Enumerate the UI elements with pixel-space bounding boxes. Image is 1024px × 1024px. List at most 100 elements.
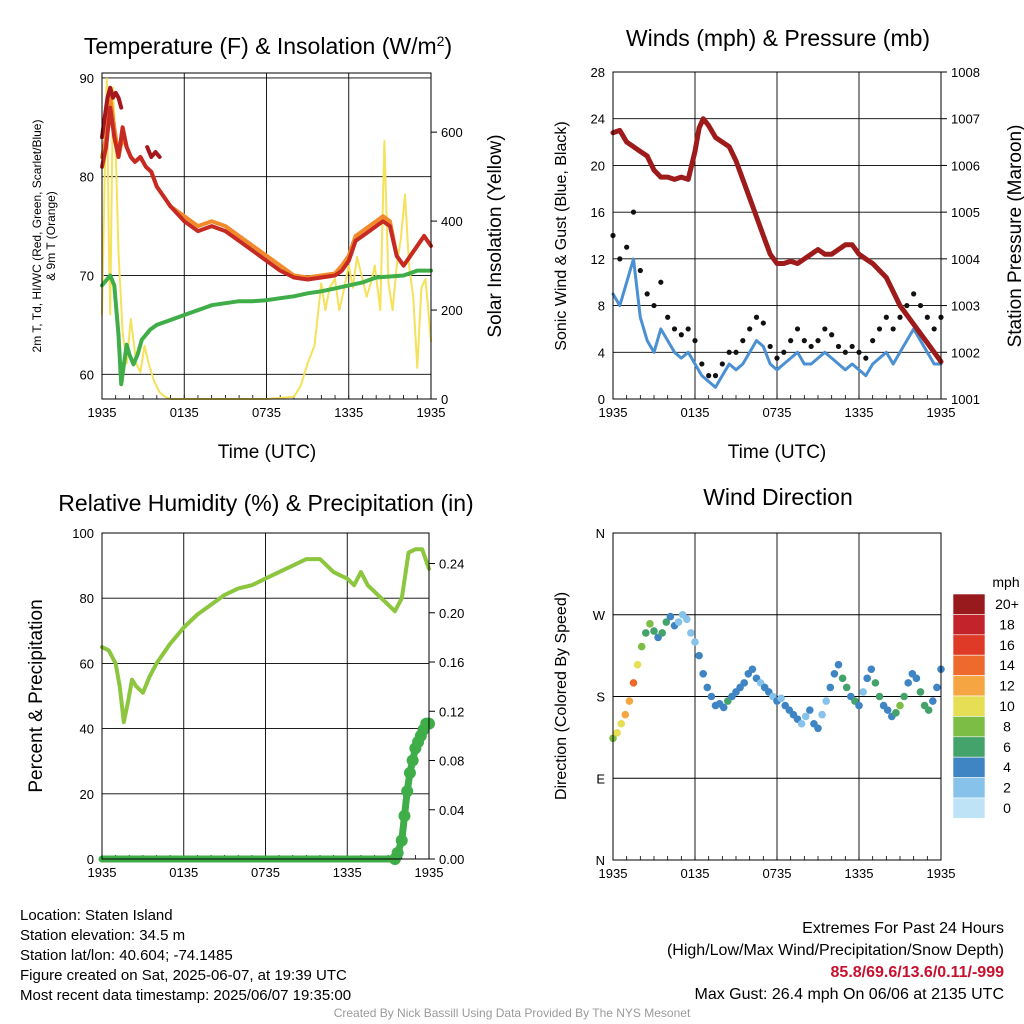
wind-direction-point	[797, 719, 806, 728]
relative-humidity-line	[100, 547, 431, 725]
gust-point	[692, 338, 698, 344]
temp-x-tick-label: 0735	[252, 405, 281, 420]
temperature-panel: Temperature (F) & Insolation (W/m2) 1935…	[30, 33, 506, 463]
wind-direction-point	[642, 629, 650, 637]
precipitation-point	[398, 809, 411, 822]
wind-x-tick-label: 0135	[681, 405, 710, 420]
colorbar-swatch	[952, 756, 986, 778]
gust-point	[801, 338, 807, 344]
wind-direction-point	[814, 724, 822, 733]
rh-title: Relative Humidity (%) & Precipitation (i…	[58, 490, 473, 516]
wind-direction-point	[629, 679, 638, 687]
wind-direction-point	[801, 712, 810, 721]
colorbar-label: 8	[1003, 718, 1011, 734]
rh-x-tick-label: 1935	[88, 865, 117, 880]
rh-y2-tick-label: 0.12	[439, 704, 464, 719]
wind-direction-point	[740, 679, 748, 687]
wind-plot-frame	[612, 71, 942, 400]
wind-direction-point	[826, 683, 835, 692]
dir-y-tick-label: N	[596, 853, 605, 868]
colorbar-label: 20+	[995, 596, 1019, 612]
wind-direction-point	[707, 692, 716, 701]
wind-direction-point	[613, 729, 621, 737]
dir-x-tick-label: 1935	[927, 866, 956, 881]
wind-y-tick-label: 20	[591, 158, 605, 173]
wind-direction-point	[838, 674, 847, 683]
colorbar-swatch	[952, 797, 986, 819]
station-elevation: Station elevation: 34.5 m	[20, 927, 186, 944]
wind-direction-point	[834, 660, 843, 669]
wind-direction-point	[929, 697, 937, 705]
wind-direction-point	[916, 688, 925, 696]
wind-direction-panel: Wind Direction 1935 0135 0735 1335 1935NESWN…	[553, 484, 1020, 881]
gust-point	[788, 338, 794, 344]
wind-direction-point	[859, 688, 867, 696]
rh-y2-tick-label: 0.08	[439, 754, 464, 769]
station-location: Location: Staten Island	[20, 907, 173, 924]
temp-x-tick-label: 1335	[334, 405, 363, 420]
rh-x-tick-label: 0735	[251, 865, 280, 880]
wind-y-tick-label: 4	[598, 345, 605, 360]
wind-direction-point	[699, 669, 707, 678]
gust-point	[815, 338, 821, 344]
gust-point	[637, 267, 643, 274]
gust-point	[863, 355, 869, 361]
wind-x-tick-label: 1935	[927, 405, 956, 420]
wind-ylabel2: Station Pressure (Maroon)	[1005, 125, 1024, 348]
colorbar-label: 18	[999, 616, 1015, 632]
gust-point	[753, 314, 760, 320]
extremes-title: Extremes For Past 24 Hours	[802, 920, 1004, 937]
gust-point	[829, 332, 835, 338]
wind-direction-point	[855, 701, 863, 710]
wind-y-tick-label: 24	[591, 112, 605, 127]
gust-point	[733, 349, 739, 355]
gust-point	[822, 326, 828, 332]
wind-direction-point	[748, 665, 757, 674]
rh-x-tick-label: 1935	[415, 865, 444, 880]
colorbar-unit: mph	[992, 574, 1019, 590]
gust-point	[883, 314, 889, 320]
dir-ylabel: Direction (Colored By Speed)	[553, 592, 570, 800]
wind-direction-point	[650, 627, 658, 635]
temp-plot-frame	[101, 72, 432, 400]
wind-x-tick-label: 1335	[845, 405, 874, 420]
temp-y-tick-label: 80	[80, 170, 94, 185]
gust-point	[658, 279, 664, 285]
wind-y2-tick-label: 1006	[951, 158, 980, 173]
wind-direction-point	[924, 706, 933, 714]
wind-title: Winds (mph) & Pressure (mb)	[626, 25, 930, 51]
wind-direction-point	[875, 692, 884, 701]
gust-point	[699, 361, 705, 367]
gust-point	[904, 302, 910, 309]
winds-panel: Winds (mph) & Pressure (mb) 1935 0135 0735…	[553, 25, 1024, 463]
gust-point	[719, 361, 725, 367]
colorbar-swatch	[952, 675, 986, 697]
gust-point	[630, 209, 637, 215]
rh-y-tick-label: 20	[80, 787, 94, 802]
station-pressure-line	[610, 116, 944, 365]
wind-direction-point	[863, 674, 871, 683]
gust-point	[917, 302, 924, 309]
colorbar-swatch	[952, 634, 986, 656]
rh-y-tick-label: 100	[72, 526, 94, 541]
temp-ylabel2: Solar Insolation (Yellow)	[485, 134, 506, 337]
gust-point	[712, 373, 719, 379]
colorbar-label: 4	[1003, 759, 1011, 775]
speed-colorbar: 20+ 18 16 14 12 10 8 6 4 2 0	[952, 593, 1019, 819]
precipitation-point	[403, 766, 416, 779]
temp-series-line-1	[100, 268, 433, 387]
gust-point	[651, 302, 657, 309]
colorbar-label: 14	[999, 657, 1015, 673]
gust-point	[931, 326, 937, 332]
wind-direction-point	[683, 615, 691, 624]
rh-ylabel: Percent & Precipitation	[26, 599, 47, 792]
gust-point	[924, 314, 930, 320]
colorbar-swatch	[952, 593, 986, 615]
sonic-wind-line	[611, 257, 943, 389]
rh-y2-tick-label: 0.20	[439, 606, 464, 621]
gust-point	[911, 291, 917, 297]
gust-point	[794, 326, 801, 332]
rh-y2-tick-label: 0.00	[439, 852, 464, 867]
rh-y2-tick-label: 0.04	[439, 803, 464, 818]
temp-y-tick-label: 90	[80, 71, 94, 86]
